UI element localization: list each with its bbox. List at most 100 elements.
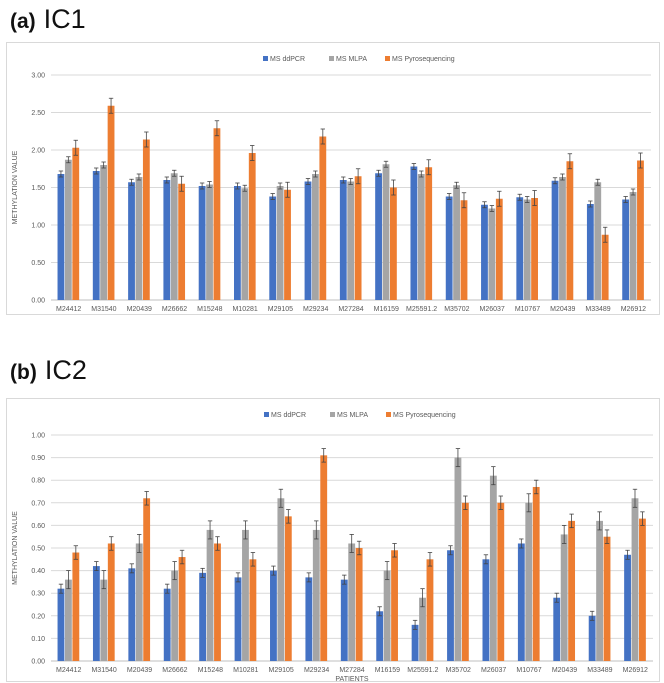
chart-b-bar	[135, 543, 143, 661]
chart-b-legend-label: MS Pyrosequencing	[393, 412, 456, 419]
chart-b-bar	[249, 559, 257, 661]
chart-b-legend-label: MS MLPA	[337, 412, 368, 419]
chart-a: 0.00 0.50 1.00 1.50 2.00 2.50 3.00 METHYLATION …	[12, 56, 651, 313]
chart-a-legend-label: MS ddPCR	[270, 56, 305, 63]
chart-a-bar	[495, 198, 503, 300]
chart-a-bar	[453, 185, 460, 300]
chart-b-bar	[270, 570, 277, 661]
chart-a-bar	[284, 189, 291, 300]
chart-a-bar	[481, 204, 488, 300]
chart-a-x-tick-label: M26912	[621, 306, 646, 313]
chart-b-y-tick-label: 0.40	[31, 568, 45, 575]
chart-a-y-tick-label: 3.00	[31, 73, 45, 80]
chart-a-bar	[488, 208, 496, 300]
chart-a-x-tick-label: M16159	[374, 306, 399, 313]
chart-b-bar	[419, 597, 426, 661]
chart-b-x-tick-label: M16159	[375, 667, 400, 674]
chart-a-x-tick-label: M26662	[162, 306, 187, 313]
chart-b-x-tick-label: M26912	[623, 667, 648, 674]
chart-b-bar	[178, 557, 186, 661]
chart-b-legend-swatch	[330, 412, 335, 417]
chart-a-x-tick-label: M26037	[480, 306, 505, 313]
chart-a-bar	[559, 177, 566, 300]
chart-b-bar	[482, 559, 490, 661]
chart-a-bar	[594, 182, 602, 300]
chart-a-bar	[637, 160, 644, 300]
chart-a-bar	[234, 186, 241, 300]
chart-b-y-tick-label: 0.20	[31, 613, 45, 620]
panel-b-name: IC2	[44, 355, 87, 385]
chart-a-bar	[170, 173, 178, 300]
chart-b-x-tick-label: M27284	[339, 667, 364, 674]
chart-b-bar	[214, 543, 221, 661]
chart-a-bar	[248, 153, 256, 300]
chart-b-bar	[383, 570, 391, 661]
chart-a-bar	[64, 159, 72, 300]
chart-b-x-tick-label: M25591.2	[407, 667, 438, 674]
chart-a-y-tick-label: 1.00	[31, 223, 45, 230]
chart-a-bar	[425, 167, 433, 300]
chart-a-bar	[92, 171, 100, 300]
chart-a-x-tick-label: M24412	[56, 306, 81, 313]
chart-b-bar	[72, 552, 80, 661]
chart-a-bar	[312, 174, 319, 300]
chart-a-bar	[551, 180, 559, 300]
chart-a-y-tick-label: 0.00	[31, 298, 45, 305]
chart-a-x-tick-label: M20439	[550, 306, 575, 313]
chart-b-bar	[100, 579, 108, 661]
chart-a-y-tick-label: 1.50	[31, 185, 45, 192]
chart-a-x-tick-label: M29234	[303, 306, 328, 313]
chart-a-bar	[347, 181, 355, 300]
chart-b-y-tick-label: 0.60	[31, 523, 45, 530]
chart-a-bar	[213, 128, 221, 300]
chart-b-y-tick-label: 1.00	[31, 433, 45, 440]
panel-b-letter: (b)	[10, 361, 37, 384]
chart-b-x-tick-label: M31540	[91, 667, 116, 674]
chart-a-legend-swatch	[329, 56, 334, 61]
chart-b-bar	[312, 529, 320, 661]
chart-b-x-tick-label: M26037	[481, 667, 506, 674]
chart-b-bar	[447, 550, 454, 661]
chart-b-bar	[348, 543, 356, 661]
chart-a-bar	[107, 105, 115, 300]
chart-b: 0.00 0.10 0.20 0.30 0.40 0.50 0.60 0.70 0.80 0.90…	[12, 412, 653, 681]
chart-b-bar	[376, 611, 384, 661]
chart-b-legend-swatch	[264, 412, 269, 417]
chart-a-bar	[417, 174, 425, 300]
chart-b-y-tick-label: 0.80	[31, 478, 45, 485]
chart-a-bar	[241, 188, 249, 300]
chart-b-y-axis-title: METHYLATION VALUE	[12, 511, 19, 585]
chart-b-bar	[426, 559, 434, 661]
chart-a-bar	[566, 161, 574, 300]
chart-b-bar	[163, 588, 171, 661]
chart-a-x-tick-label: M10281	[232, 306, 257, 313]
chart-a-x-tick-label: M27284	[338, 306, 363, 313]
chart-b-bar	[454, 457, 462, 661]
chart-a-bar	[178, 183, 186, 300]
chart-a-bar	[622, 199, 630, 300]
chart-a-bar	[601, 234, 609, 300]
chart-b-bar	[64, 579, 72, 661]
chart-b-bar	[560, 534, 568, 661]
chart-a-bar	[72, 147, 80, 300]
chart-a-bar	[460, 200, 468, 300]
chart-b-bar	[588, 615, 596, 661]
chart-a-bar	[382, 164, 390, 300]
chart-a-bar	[586, 204, 594, 300]
chart-a-bar	[629, 192, 637, 300]
chart-b-x-tick-label: M26662	[162, 667, 187, 674]
chart-b-bar	[92, 566, 100, 661]
chart-b-bar	[277, 498, 285, 661]
chart-b-x-tick-label: M24412	[56, 667, 81, 674]
chart-a-legend-label: MS MLPA	[336, 56, 367, 63]
chart-b-x-tick-label: M10767	[516, 667, 541, 674]
panel-a-letter: (a)	[10, 10, 36, 33]
chart-b-bar	[525, 502, 533, 661]
chart-b-bar	[143, 498, 151, 661]
chart-b-legend-swatch	[386, 412, 391, 417]
chart-b-bar	[568, 520, 576, 661]
chart-a-x-tick-label: M33489	[585, 306, 610, 313]
chart-a-x-tick-label: M10767	[515, 306, 540, 313]
chart-a-x-tick-label: M20439	[127, 306, 152, 313]
chart-a-bar	[390, 187, 397, 300]
